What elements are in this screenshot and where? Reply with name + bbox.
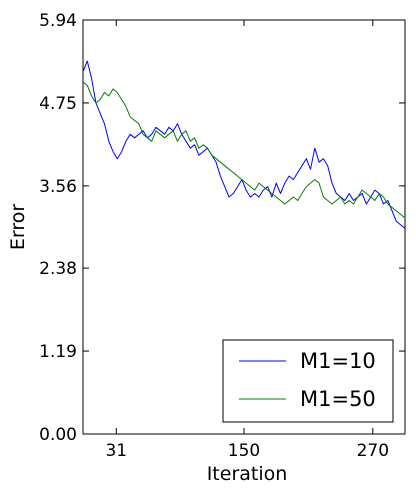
y-tick-label: 5.94	[39, 11, 77, 31]
y-tick-label: 3.56	[39, 177, 77, 197]
series-line-m1-10	[82, 60, 406, 229]
legend-box	[222, 339, 394, 423]
x-axis-label: Iteration	[207, 463, 288, 485]
y-tick-label: 2.38	[39, 259, 77, 279]
legend-label-m1-10: M1=10	[300, 349, 376, 373]
series-group	[82, 60, 406, 229]
y-tick-label: 4.75	[39, 94, 77, 114]
x-tick-label: 150	[228, 441, 260, 461]
legend: M1=10 M1=50	[222, 339, 394, 423]
x-tick-label: 270	[357, 441, 389, 461]
y-tick-label: 1.19	[39, 342, 77, 362]
legend-label-m1-50: M1=50	[300, 387, 376, 411]
series-line-m1-50	[82, 81, 406, 219]
y-tick-label: 0.00	[39, 425, 77, 445]
x-tick-label: 31	[105, 441, 127, 461]
y-axis-label: Error	[7, 204, 29, 251]
ticks-group: 31 150 270 0.00 1.19 2.38 3.56 4.75 5.94	[39, 11, 405, 461]
